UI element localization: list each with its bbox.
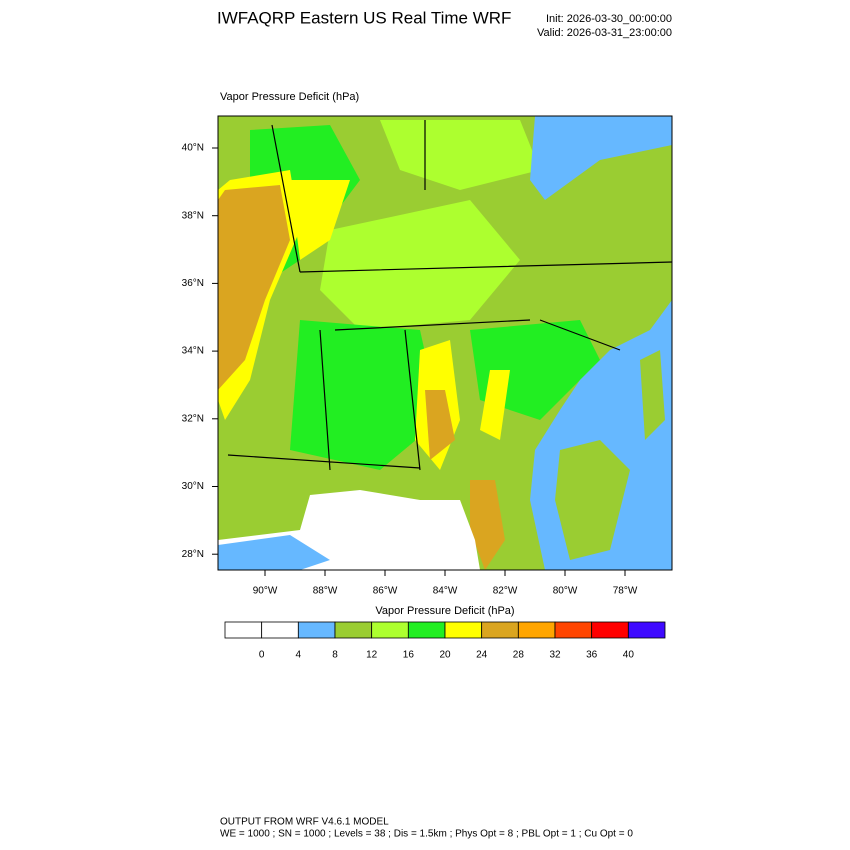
colorbar-label: 28 [513,650,525,661]
map-area [217,115,673,571]
colorbar-box [407,621,446,639]
valid-time: Valid: 2026-03-31_23:00:00 [537,27,672,39]
patch [380,120,540,190]
lat-label: 32°N [182,413,204,424]
field-label: Vapor Pressure Deficit (hPa) [220,91,359,103]
colorbar-box [554,621,593,639]
colorbar-box [444,621,483,639]
colorbar-box [627,621,666,639]
colorbar: 0 4 8 12 16 20 24 28 32 36 40 [224,621,666,661]
patch [640,350,665,440]
lon-label: 84°W [433,586,458,597]
colorbar-title: Vapor Pressure Deficit (hPa) [375,605,514,617]
init-time: Init: 2026-03-30_00:00:00 [546,13,672,25]
colorbar-label: 0 [259,650,265,661]
lon-label: 80°W [553,586,578,597]
colorbar-label: 4 [296,650,302,661]
lat-label: 38°N [182,210,204,221]
colorbar-label: 20 [439,650,451,661]
patch [470,480,505,570]
lat-label: 40°N [182,143,204,154]
colorbar-label: 36 [586,650,598,661]
lat-label: 30°N [182,481,204,492]
colorbar-label: 8 [332,650,338,661]
colorbar-box [224,621,263,639]
colorbar-label: 24 [476,650,488,661]
lon-label: 78°W [613,586,638,597]
lon-label: 90°W [253,586,278,597]
patch [480,370,510,440]
patch [218,185,290,390]
patch [320,200,520,330]
lon-label: 86°W [373,586,398,597]
colorbar-box [481,621,519,639]
footer-line: WE = 1000 ; SN = 1000 ; Levels = 38 ; Di… [220,829,633,840]
patch [425,390,455,460]
water [530,116,672,200]
colorbar-label: 40 [623,650,635,661]
patch [555,440,630,560]
patch [290,180,350,260]
colorbar-label: 16 [403,650,415,661]
lat-label: 34°N [182,346,204,357]
colorbar-box [371,621,409,639]
colorbar-box [261,621,299,639]
gulf-water [218,535,330,570]
footer-line: OUTPUT FROM WRF V4.6.1 MODEL [220,817,389,828]
lat-label: 28°N [182,549,204,560]
title: IWFAQRP Eastern US Real Time WRF [217,8,511,27]
colorbar-label: 32 [549,650,561,661]
lat-label: 36°N [182,278,204,289]
lon-label: 88°W [313,586,338,597]
colorbar-box [517,621,556,639]
colorbar-box [591,621,629,639]
colorbar-box [297,621,336,639]
borders [227,120,672,471]
colorbar-box [334,621,373,639]
lon-label: 82°W [493,586,518,597]
axes: 40°N 38°N 36°N 34°N 32°N 30°N 28°N 90°W 88°W 86°W… [182,143,638,597]
colorbar-label: 12 [366,650,378,661]
